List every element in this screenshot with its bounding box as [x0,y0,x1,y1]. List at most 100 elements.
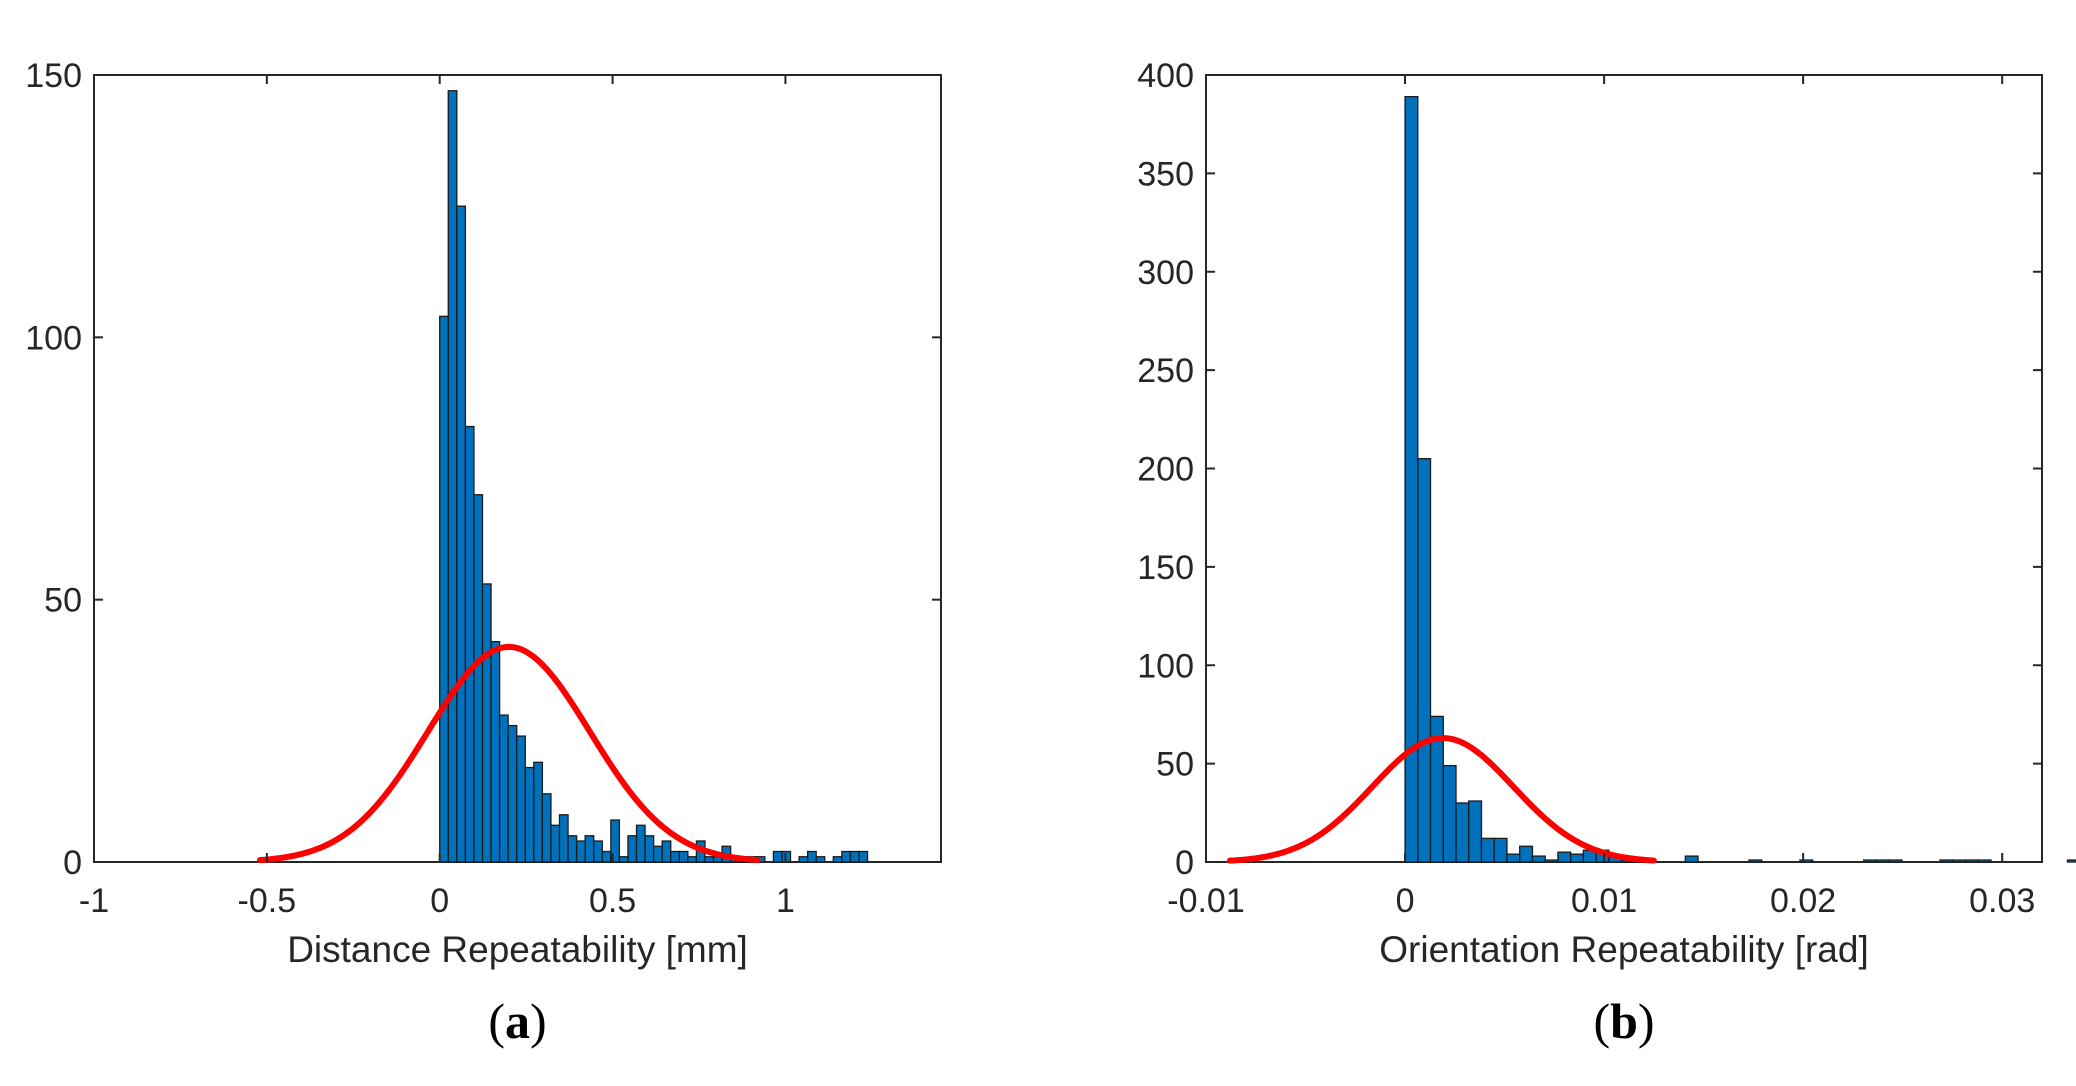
histogram-bar [575,840,586,863]
histogram-bar [567,835,578,863]
x-tick-label: 0 [1396,882,1415,920]
histogram-bar [601,850,612,863]
histogram-bar [1442,764,1457,863]
histogram-bar [593,840,603,863]
histogram-bar [1799,859,1814,863]
histogram-bar [627,835,638,863]
histogram-bar [1863,859,1878,863]
ticks-a: -1 -0.5 0 0.5 1 0 50 100 150 [25,57,941,920]
histogram-bar [670,850,680,863]
x-tick-label: -1 [79,882,109,920]
histogram-bar [1417,458,1432,863]
histogram-bar [849,850,860,863]
histogram-bars-b [1404,95,2076,863]
x-tick-label: 1 [776,882,795,920]
histogram-bar [516,735,526,863]
histogram-bar [618,856,629,863]
y-tick-label: 300 [1137,254,1194,292]
histogram-bar [1964,859,1979,863]
panel-letter-b: b [1610,993,1638,1049]
chart-a: -1 -0.5 0 0.5 1 0 50 100 150 Distance Repeatabil… [25,57,942,1049]
y-tick-label: 50 [1156,746,1194,784]
histogram-bar [1506,853,1521,863]
histogram-bar [1544,859,1559,863]
histogram-bar [678,850,689,863]
histogram-bar [2066,859,2076,863]
histogram-bar [687,856,698,863]
y-tick-label: 0 [1175,844,1194,882]
histogram-bar [439,315,449,863]
y-tick-label: 100 [1137,647,1194,685]
histogram-bar [610,819,621,863]
histogram-bar [858,850,869,863]
histogram-bar [661,840,672,863]
histogram-bar [584,835,595,863]
histogram-bar [1493,837,1508,863]
histogram-bar [652,845,663,863]
histogram-bar [456,205,467,863]
histogram-bar [798,856,809,863]
histogram-bar [490,640,501,863]
chart-b: -0.01 0 0.01 0.02 0.030501001502002503003504… [1137,57,2076,1049]
histogram-bar [815,856,826,863]
histogram-bar [1875,859,1890,863]
ticks-b: -0.01 0 0.01 0.02 0.030501001502002503003504… [1137,57,2042,920]
histogram-bar [541,793,552,863]
histogram-bar [1888,859,1903,863]
normal-fit-curve-b [1226,735,1657,864]
plot-frame-b [1205,74,2043,863]
y-tick-label: 100 [25,319,82,357]
histogram-bar [1557,851,1572,863]
x-axis-label-a: Distance Repeatability [mm] [287,929,748,970]
x-tick-label: 0 [430,882,449,920]
y-tick-label: 150 [25,57,82,95]
y-tick-label: 150 [1137,549,1194,587]
y-tick-label: 200 [1137,451,1194,489]
x-axis-label-b: Orientation Repeatability [rad] [1379,929,1869,970]
histogram-bar [1480,837,1495,863]
histogram-bar [1748,859,1763,863]
histogram-bar [832,856,843,863]
y-tick-label: 400 [1137,57,1194,95]
x-tick-label: 0.03 [1969,882,2035,920]
histogram-bar [464,425,475,863]
y-tick-label: 350 [1137,155,1194,193]
histogram-bar [1531,855,1546,863]
histogram-bar [550,824,561,863]
histogram-bar [558,814,569,863]
histogram-bar [635,824,646,863]
histogram-bar [1952,859,1967,863]
x-tick-label: -0.01 [1167,882,1245,920]
histogram-bar [498,714,509,863]
histogram-bar [1977,859,1992,863]
histogram-bar [507,724,518,863]
histogram-bar [806,850,817,863]
panel-label-b: (b) [1593,993,1654,1049]
histogram-bar [524,766,535,863]
histogram-bar [1570,853,1585,863]
histogram-bar [1519,845,1534,863]
histogram-bar [481,583,492,863]
x-tick-label: 0.01 [1571,882,1637,920]
histogram-bar [841,850,852,863]
histogram-bar [1939,859,1954,863]
panel-letter-a: a [505,993,530,1049]
histogram-bar [772,850,783,863]
panel-label-a: (a) [488,993,546,1049]
histogram-bar [704,856,715,863]
y-tick-label: 250 [1137,352,1194,390]
histogram-bar [533,761,544,863]
histogram-bar [1684,855,1699,863]
histogram-bar [473,494,484,863]
x-tick-label: 0.02 [1770,882,1836,920]
y-tick-label: 50 [44,582,82,620]
histogram-bars-a [439,90,869,863]
histogram-bar [1468,800,1483,863]
histogram-bar [447,90,458,863]
normal-fit-curve-a [256,643,761,864]
x-tick-label: 0.5 [589,882,636,920]
histogram-bar [644,835,655,863]
x-tick-label: -0.5 [238,882,297,920]
histogram-bar [1455,802,1470,863]
